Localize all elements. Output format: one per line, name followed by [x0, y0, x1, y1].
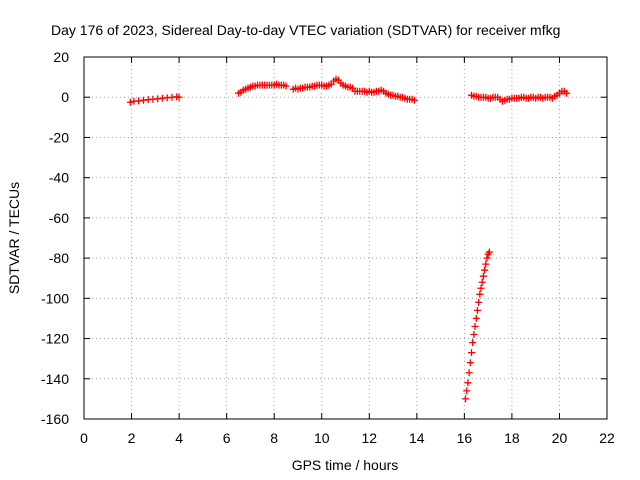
data-point [467, 349, 475, 357]
data-point [485, 248, 493, 256]
x-tick-label: 4 [175, 430, 183, 446]
data-point [469, 339, 477, 347]
y-axis-label: SDTVAR / TECUs [6, 182, 22, 294]
data-point [483, 254, 491, 262]
data-point [462, 395, 470, 403]
x-tick-label: 20 [552, 430, 568, 446]
data-point [282, 82, 290, 90]
data-point [175, 93, 183, 101]
y-tick-label: 20 [53, 49, 69, 65]
data-point [479, 272, 487, 280]
x-axis-label: GPS time / hours [292, 457, 399, 473]
x-tick-label: 8 [270, 430, 278, 446]
x-tick-label: 18 [504, 430, 520, 446]
data-point [465, 369, 473, 377]
data-point [466, 359, 474, 367]
x-tick-label: 12 [361, 430, 377, 446]
x-tick-label: 0 [80, 430, 88, 446]
data-point [471, 322, 479, 330]
data-point [464, 379, 472, 387]
x-tick-label: 16 [457, 430, 473, 446]
grid [84, 57, 607, 419]
data-point [473, 306, 481, 314]
y-tick-label: -20 [49, 129, 69, 145]
x-tick-label: 14 [409, 430, 425, 446]
y-tick-label: -100 [41, 290, 69, 306]
y-tick-label: -80 [49, 250, 69, 266]
data-point [563, 89, 571, 97]
y-tick-label: -140 [41, 371, 69, 387]
plot-frame [83, 56, 608, 420]
data-point [481, 266, 489, 274]
data-points [126, 75, 571, 403]
data-point [475, 298, 483, 306]
x-tick-label: 2 [128, 430, 136, 446]
data-point [126, 98, 134, 106]
y-tick-label: -160 [41, 411, 69, 427]
data-point [463, 387, 471, 395]
data-point [472, 314, 480, 322]
data-point [470, 331, 478, 339]
data-point [410, 96, 418, 104]
y-tick-label: -120 [41, 331, 69, 347]
chart-title: Day 176 of 2023, Sidereal Day-to-day VTE… [51, 22, 560, 38]
axis-ticks [83, 56, 608, 420]
y-tick-labels: 20 0 -20 -40 -60 -80 -100 -120 -140 -160 [41, 49, 69, 427]
x-tick-label: 22 [599, 430, 615, 446]
x-tick-label: 10 [314, 430, 330, 446]
y-tick-label: -40 [49, 170, 69, 186]
x-tick-label: 6 [223, 430, 231, 446]
data-point [482, 260, 490, 268]
y-tick-label: 0 [61, 89, 69, 105]
data-point [477, 284, 485, 292]
y-tick-label: -60 [49, 210, 69, 226]
data-point [478, 278, 486, 286]
data-point [476, 290, 484, 298]
x-tick-labels: 0 2 4 6 8 10 12 14 16 18 20 22 [80, 430, 615, 446]
